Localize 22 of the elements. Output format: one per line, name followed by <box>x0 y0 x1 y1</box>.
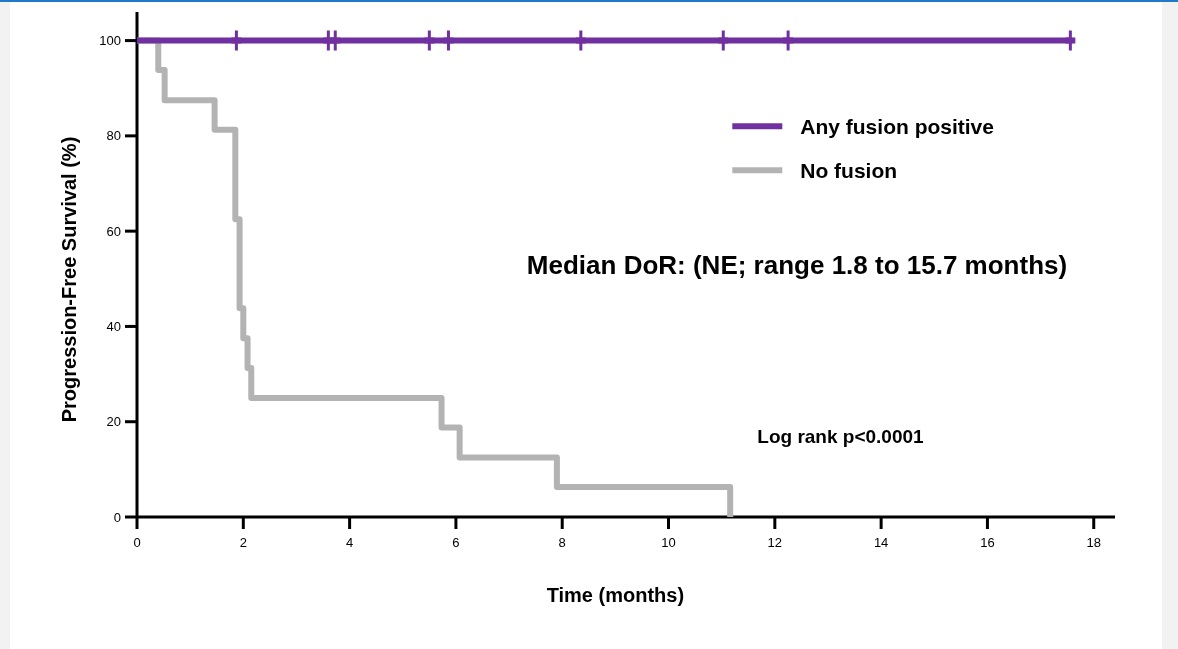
y-axis-title: Progression-Free Survival (%) <box>58 136 80 423</box>
x-tick-label: 16 <box>980 535 995 550</box>
y-tick-label: 80 <box>106 128 121 144</box>
annotation: Log rank p<0.0001 <box>757 426 925 448</box>
x-tick-label: 12 <box>767 535 783 550</box>
x-tick-label: 0 <box>133 535 141 550</box>
legend-label: Any fusion positive <box>800 114 994 138</box>
x-tick-label: 18 <box>1086 535 1101 550</box>
x-tick-label: 14 <box>873 535 889 550</box>
y-tick-label: 60 <box>106 223 121 239</box>
y-tick-label: 40 <box>106 318 121 334</box>
legend-label: No fusion <box>800 158 898 182</box>
y-tick-label: 0 <box>113 509 121 525</box>
x-tick-label: 4 <box>345 535 354 550</box>
x-tick-label: 8 <box>558 535 566 550</box>
y-tick-label: 20 <box>106 414 121 430</box>
y-tick-label: 100 <box>99 33 121 49</box>
x-tick-label: 6 <box>452 535 460 550</box>
x-tick-label: 10 <box>661 535 676 550</box>
x-axis-title: Time (months) <box>546 584 685 606</box>
x-tick-label: 2 <box>239 535 247 550</box>
annotation: Median DoR: (NE; range 1.8 to 15.7 months) <box>526 250 1068 281</box>
